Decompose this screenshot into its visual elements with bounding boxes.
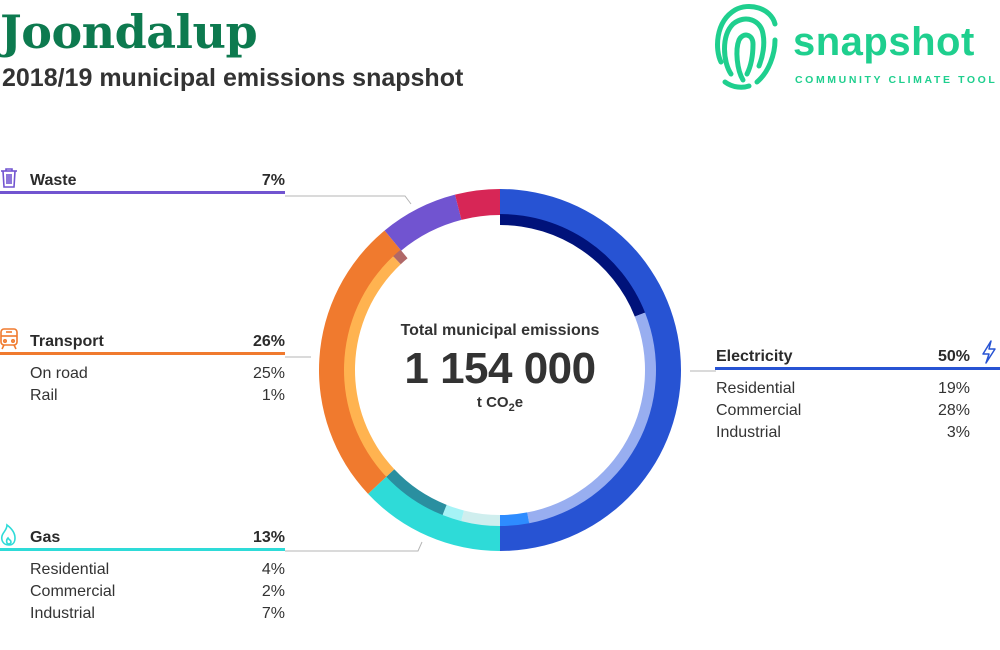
transport-rail-subsegment — [393, 249, 408, 265]
legend-gas: Gas 13% Residential 4% Commercial 2% Ind… — [0, 523, 285, 625]
legend-waste: Waste 7% — [0, 168, 285, 194]
gas-leader-line — [285, 541, 423, 552]
gas-percent: 13% — [252, 529, 285, 546]
page-subtitle: 2018/19 municipal emissions snapshot — [2, 64, 464, 92]
gas-industrial-subsegment — [386, 469, 447, 516]
waste-rule — [0, 191, 285, 194]
flame-icon — [0, 523, 16, 546]
electricity-industrial-subsegment — [500, 512, 530, 526]
waste-leader-line — [285, 195, 412, 205]
gas-sub-commercial: Commercial 2% — [30, 583, 285, 600]
total-value: 1 154 000 — [404, 344, 596, 393]
electricity-rule — [715, 367, 1000, 370]
gas-sub-residential: Residential 4% — [30, 561, 285, 578]
transport-segment — [319, 230, 402, 494]
electricity-sub-residential: Residential 19% — [716, 380, 970, 397]
fingerprint-icon — [715, 4, 778, 90]
logo-wordmark: snapshot — [793, 20, 975, 64]
legend-transport: Transport 26% On road 25% Rail 1% — [0, 328, 285, 407]
train-icon — [0, 328, 18, 350]
logo-tagline: COMMUNITY CLIMATE TOOL — [795, 74, 998, 86]
category-ring — [319, 189, 681, 551]
total-unit: t CO2e — [476, 394, 524, 414]
subcategory-ring — [344, 214, 656, 526]
electricity-label: Electricity — [716, 348, 793, 365]
transport-label: Transport — [30, 333, 104, 350]
lightning-bolt-icon — [982, 340, 996, 364]
electricity-commercial-subsegment — [527, 312, 656, 524]
snapshot-logo: snapshot COMMUNITY CLIMATE TOOL — [713, 0, 1000, 90]
electricity-segment — [500, 189, 681, 551]
waste-label: Waste — [30, 172, 77, 189]
other-segment — [454, 189, 500, 220]
gas-rule — [0, 548, 285, 551]
total-label: Total municipal emissions — [400, 322, 600, 339]
leader-lines — [285, 195, 716, 552]
electricity-residential-subsegment — [500, 214, 646, 317]
page-title: Joondalup — [0, 5, 258, 59]
transport-rule — [0, 352, 285, 355]
electricity-sub-industrial: Industrial 3% — [716, 424, 970, 441]
transport-percent: 26% — [252, 333, 285, 350]
gas-commercial-subsegment — [442, 504, 464, 522]
gas-residential-subsegment — [461, 510, 500, 526]
legend-electricity: Electricity 50% Residential 19% Commerci… — [686, 340, 1000, 444]
gas-label: Gas — [30, 529, 61, 546]
waste-segment — [384, 194, 462, 251]
donut-center: Total municipal emissions 1 154 000 t CO… — [372, 322, 628, 414]
waste-percent: 7% — [261, 172, 285, 189]
electricity-percent: 50% — [937, 348, 970, 365]
transport-sub-on-road: On road 25% — [30, 365, 285, 382]
transport-on-road-subsegment — [344, 256, 401, 477]
gas-segment — [368, 476, 500, 551]
gas-sub-industrial: Industrial 7% — [30, 605, 285, 622]
electricity-sub-commercial: Commercial 28% — [716, 402, 970, 419]
trash-bin-icon — [1, 168, 17, 188]
transport-sub-rail: Rail 1% — [30, 387, 285, 404]
